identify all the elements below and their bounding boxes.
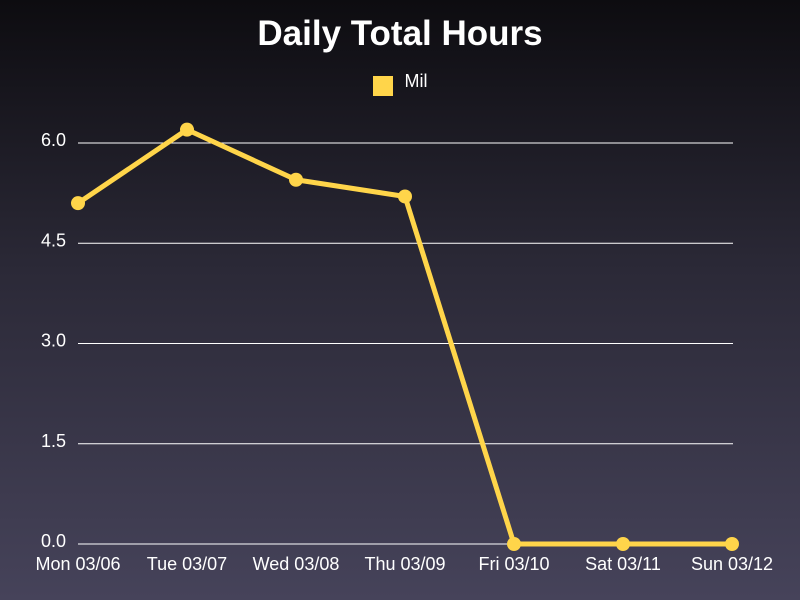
- y-tick-label: 1.5: [41, 431, 66, 451]
- x-tick-label: Tue 03/07: [147, 554, 227, 574]
- y-axis-ticks: 0.0 1.5 3.0 4.5 6.0: [41, 130, 66, 551]
- x-tick-label: Mon 03/06: [35, 554, 120, 574]
- legend: Mil: [0, 70, 800, 96]
- y-tick-label: 4.5: [41, 230, 66, 250]
- legend-swatch: [372, 76, 393, 96]
- data-point[interactable]: [725, 537, 739, 551]
- data-point[interactable]: [289, 172, 303, 187]
- x-tick-label: Wed 03/08: [253, 554, 340, 574]
- y-tick-label: 6.0: [41, 130, 66, 150]
- data-point[interactable]: [180, 122, 194, 137]
- data-point[interactable]: [507, 537, 521, 551]
- x-tick-label: Sun 03/12: [691, 554, 773, 574]
- x-tick-label: Sat 03/11: [585, 554, 661, 574]
- data-point[interactable]: [616, 537, 630, 551]
- grid-lines: [78, 142, 733, 545]
- x-tick-label: Thu 03/09: [364, 554, 445, 574]
- x-tick-label: Fri 03/10: [478, 554, 549, 574]
- x-axis-ticks: Mon 03/06 Tue 03/07 Wed 03/08 Thu 03/09 Fri …: [35, 554, 773, 574]
- data-point[interactable]: [398, 189, 412, 204]
- data-point[interactable]: [71, 196, 85, 211]
- y-tick-label: 3.0: [41, 331, 66, 351]
- chart-title: Daily Total Hours: [257, 14, 543, 53]
- series-layer: [71, 122, 739, 551]
- legend-label: Mil: [404, 70, 428, 91]
- y-tick-label: 0.0: [41, 531, 66, 551]
